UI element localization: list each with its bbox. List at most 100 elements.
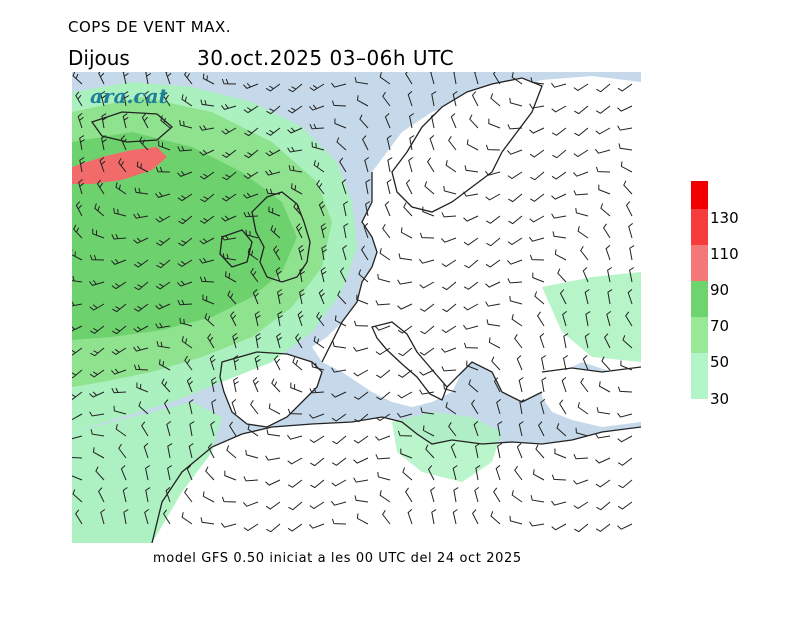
wind-barb: [441, 259, 457, 268]
wind-barb: [111, 347, 127, 356]
wind-barb: [111, 368, 127, 375]
wind-barb: [144, 91, 151, 107]
wind-barb: [448, 421, 457, 437]
wind-barb: [617, 105, 633, 112]
wind-barb: [141, 421, 149, 437]
wind-barb: [227, 290, 237, 305]
wind-barb: [75, 91, 83, 107]
wind-barb: [270, 225, 281, 239]
wind-barb: [228, 421, 237, 437]
wind-barb: [72, 456, 83, 459]
wind-barb: [186, 377, 193, 393]
wind-barb: [519, 399, 525, 415]
wind-barb: [309, 523, 325, 529]
wind-barb: [529, 103, 545, 109]
land-italy: [372, 322, 447, 400]
gust-band-30-50-south: [72, 402, 222, 543]
wind-barb: [293, 202, 303, 217]
wind-barb: [199, 215, 215, 224]
wind-barb: [453, 72, 457, 85]
wind-barb: [177, 193, 193, 202]
wind-barb: [268, 403, 281, 415]
wind-barb: [115, 182, 127, 195]
wind-barb: [397, 412, 413, 418]
wind-barb: [266, 429, 281, 437]
wind-barb: [155, 281, 171, 290]
wind-barb: [100, 90, 107, 107]
wind-barb: [233, 377, 239, 393]
gust-band-90-110: [72, 147, 167, 184]
wind-barb: [530, 77, 545, 85]
wind-barb: [397, 391, 413, 399]
wind-barb: [200, 99, 215, 107]
wind-barb: [551, 500, 567, 506]
land-scandinavia: [392, 78, 542, 212]
wind-barb: [233, 355, 240, 371]
wind-barb: [165, 72, 172, 85]
wind-barb: [123, 509, 129, 525]
wind-barb: [530, 171, 545, 181]
wind-barb: [425, 444, 435, 459]
wind-barb: [384, 113, 391, 129]
wind-barb: [186, 465, 193, 481]
wind-barb: [409, 113, 415, 129]
wind-barb: [422, 206, 435, 217]
wind-barb: [400, 227, 413, 239]
wind-barb: [404, 487, 413, 503]
wind-barb: [210, 421, 216, 437]
wind-barb: [562, 311, 568, 327]
wind-barb: [339, 157, 347, 173]
wind-barb: [320, 223, 327, 239]
wind-barb: [617, 457, 633, 466]
wind-barb: [360, 245, 369, 261]
wind-barb: [375, 413, 391, 422]
wind-barb: [199, 149, 215, 156]
wind-barb: [89, 254, 105, 261]
wind-barb: [468, 379, 479, 393]
wind-barb: [554, 249, 567, 261]
legend-label-110: 110: [710, 245, 739, 263]
wind-barb: [552, 231, 567, 239]
wind-barb: [595, 479, 611, 488]
wind-barb: [77, 113, 84, 129]
wind-barb: [134, 281, 149, 291]
wind-barb: [356, 294, 369, 305]
wind-barb: [551, 171, 567, 180]
wind-barb: [375, 435, 391, 441]
gust-band-70-90: [72, 132, 297, 340]
wind-barb: [199, 125, 215, 131]
wind-barb: [485, 193, 501, 201]
wind-barb: [514, 465, 523, 481]
wind-barb: [162, 509, 171, 525]
wind-barb: [244, 149, 259, 159]
color-scale-legend: [691, 181, 708, 399]
legend-swatch-90-110: [691, 245, 708, 281]
wind-barb: [398, 253, 413, 261]
wind-barb: [551, 105, 567, 113]
wind-barb: [332, 435, 347, 445]
wind-barb: [133, 259, 149, 268]
wind-barb: [508, 193, 523, 203]
wind-barb: [585, 311, 591, 327]
wind-barb: [445, 402, 457, 415]
wind-barb: [536, 311, 545, 327]
wind-barb: [507, 259, 523, 265]
wind-barb: [441, 237, 457, 243]
wind-barb: [224, 470, 237, 481]
wind-barb: [575, 207, 589, 217]
wind-barb: [252, 289, 259, 305]
wind-barb: [497, 443, 503, 459]
wind-barb: [145, 465, 151, 481]
wind-barb: [426, 157, 435, 173]
wind-barb: [331, 413, 347, 422]
wind-barb: [363, 223, 369, 239]
wind-barb: [310, 479, 325, 489]
wind-barb: [287, 457, 303, 465]
wind-barb: [405, 179, 413, 195]
wind-barb: [337, 290, 347, 305]
wind-barb: [575, 427, 589, 437]
wind-barb: [167, 465, 173, 481]
gust-band-30-50-med: [392, 412, 502, 482]
wind-barb: [400, 448, 413, 459]
wind-barb: [199, 257, 215, 264]
